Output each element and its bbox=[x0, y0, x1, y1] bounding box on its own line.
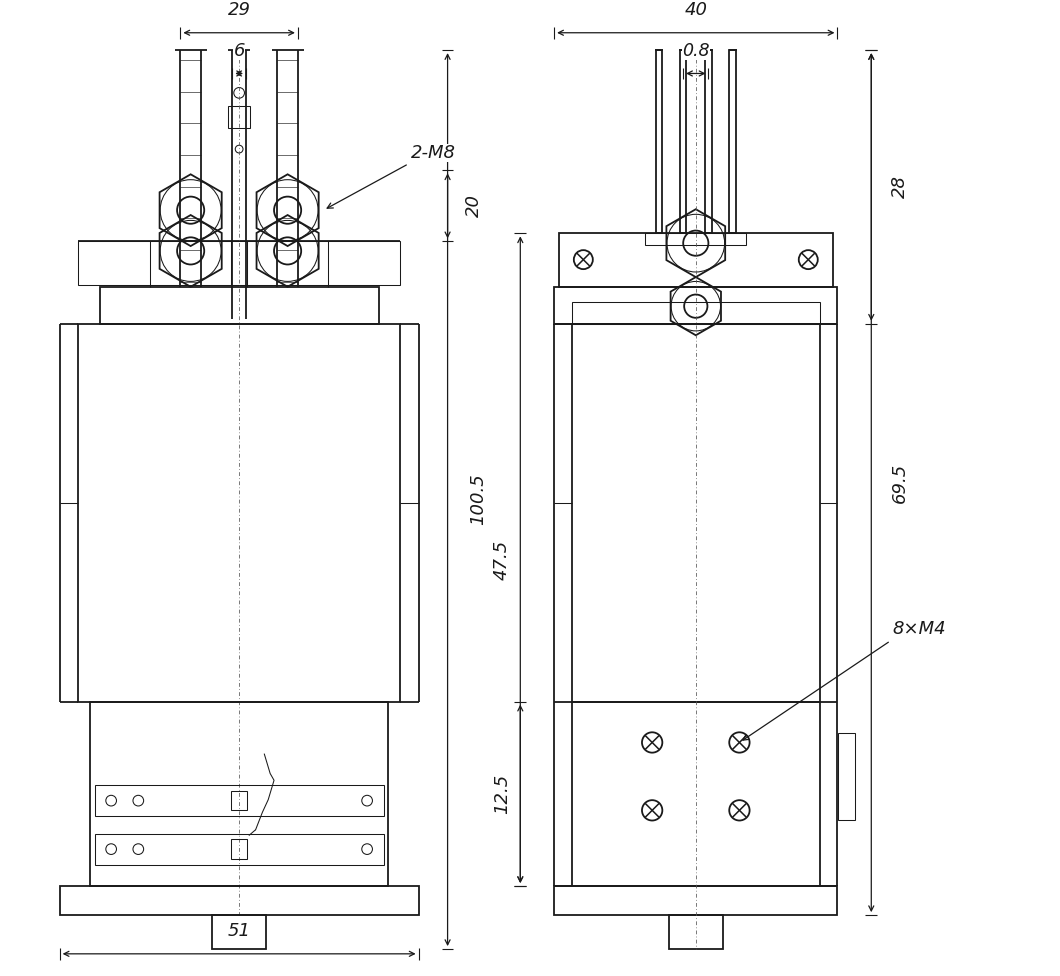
Text: 100.5: 100.5 bbox=[469, 473, 487, 525]
Bar bbox=[571, 324, 819, 702]
Bar bbox=[229, 106, 250, 128]
Bar bbox=[212, 915, 266, 949]
Bar bbox=[729, 50, 736, 233]
Bar bbox=[231, 839, 247, 859]
Bar bbox=[656, 50, 662, 233]
Bar bbox=[669, 915, 723, 949]
Text: 20: 20 bbox=[465, 194, 483, 218]
Bar bbox=[90, 702, 388, 886]
Bar bbox=[681, 50, 686, 233]
Bar bbox=[554, 886, 837, 915]
Bar bbox=[646, 233, 746, 245]
Bar bbox=[78, 324, 400, 702]
Bar bbox=[571, 303, 819, 324]
Text: 8×M4: 8×M4 bbox=[893, 620, 947, 637]
Bar bbox=[78, 241, 400, 285]
Text: 2-M8: 2-M8 bbox=[410, 143, 456, 162]
Text: 69.5: 69.5 bbox=[890, 463, 908, 503]
Text: 28: 28 bbox=[890, 176, 908, 198]
Bar bbox=[559, 233, 832, 287]
Bar bbox=[100, 287, 378, 324]
Text: 29: 29 bbox=[228, 1, 250, 20]
Text: 0.8: 0.8 bbox=[682, 42, 709, 60]
Bar bbox=[94, 834, 384, 865]
Bar bbox=[838, 733, 854, 820]
Text: 40: 40 bbox=[685, 1, 707, 20]
Bar bbox=[59, 886, 419, 915]
Text: 51: 51 bbox=[228, 922, 250, 940]
Text: 6: 6 bbox=[233, 42, 245, 60]
Text: 12.5: 12.5 bbox=[493, 774, 511, 814]
Text: 47.5: 47.5 bbox=[493, 540, 511, 580]
Bar bbox=[94, 785, 384, 816]
Bar bbox=[231, 791, 247, 810]
Bar bbox=[705, 50, 711, 233]
Bar bbox=[571, 702, 819, 886]
Bar bbox=[554, 287, 837, 324]
